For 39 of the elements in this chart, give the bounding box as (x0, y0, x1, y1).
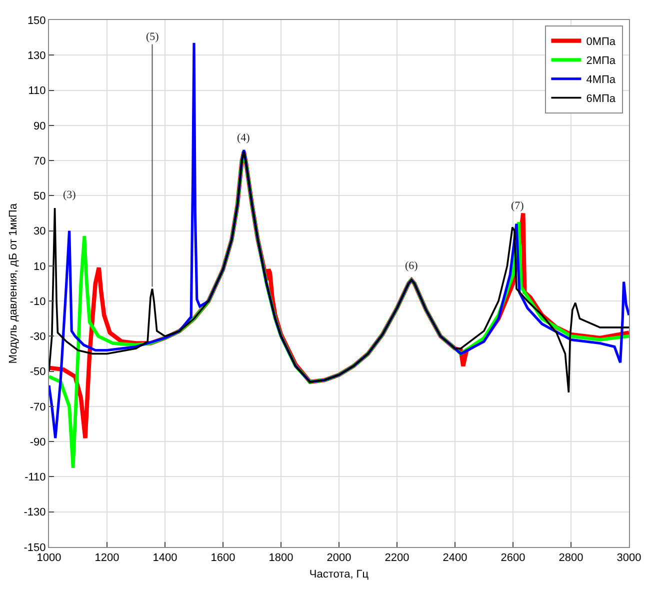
y-tick-label: -150 (24, 542, 46, 554)
y-tick-label: -130 (24, 506, 46, 519)
y-tick-label: -50 (30, 366, 46, 378)
x-tick-label: 1800 (268, 552, 294, 564)
y-tick-label: 50 (34, 190, 46, 203)
y-tick-label: -110 (24, 472, 46, 484)
y-tick-label: 70 (34, 155, 46, 168)
y-tick-label: -70 (30, 401, 46, 414)
y-tick-label: -10 (30, 296, 46, 308)
y-tick-label: 110 (28, 85, 46, 98)
legend-label: 0МПа (586, 36, 616, 48)
annotation: (5) (146, 31, 160, 43)
line-series (49, 150, 629, 394)
x-tick-label: 1000 (36, 552, 62, 564)
x-tick-label: 2000 (326, 552, 352, 564)
x-tick-label: 2800 (558, 552, 584, 564)
legend-label: 6МПа (586, 93, 616, 106)
x-tick-label: 3000 (616, 552, 642, 564)
legend-label: 4МПа (586, 74, 616, 86)
x-axis-title: Частота, Гц (309, 568, 370, 580)
y-axis-title: Модуль давления, дБ от 1мкПа (7, 202, 20, 364)
annotation: (6) (405, 260, 418, 272)
annotation: (7) (511, 200, 524, 212)
x-tick-label: 2400 (442, 552, 468, 564)
x-tick-label: 2200 (384, 552, 410, 564)
y-tick-label: 10 (34, 260, 46, 273)
y-tick-label: 90 (34, 120, 46, 132)
y-tick-label: 130 (27, 50, 46, 62)
x-tick-label: 2600 (500, 552, 526, 564)
legend-label: 2МПа (586, 55, 616, 68)
annotation: (3) (63, 189, 76, 201)
x-tick-label: 1200 (94, 552, 120, 564)
x-tick-label: 1600 (210, 552, 236, 564)
y-tick-label: 150 (27, 14, 46, 27)
annotation: (4) (237, 132, 250, 144)
y-tick-label: -30 (30, 331, 46, 344)
y-tick-label: -90 (30, 436, 46, 448)
x-tick-label: 1400 (152, 552, 178, 564)
y-tick-label: 30 (34, 226, 46, 238)
